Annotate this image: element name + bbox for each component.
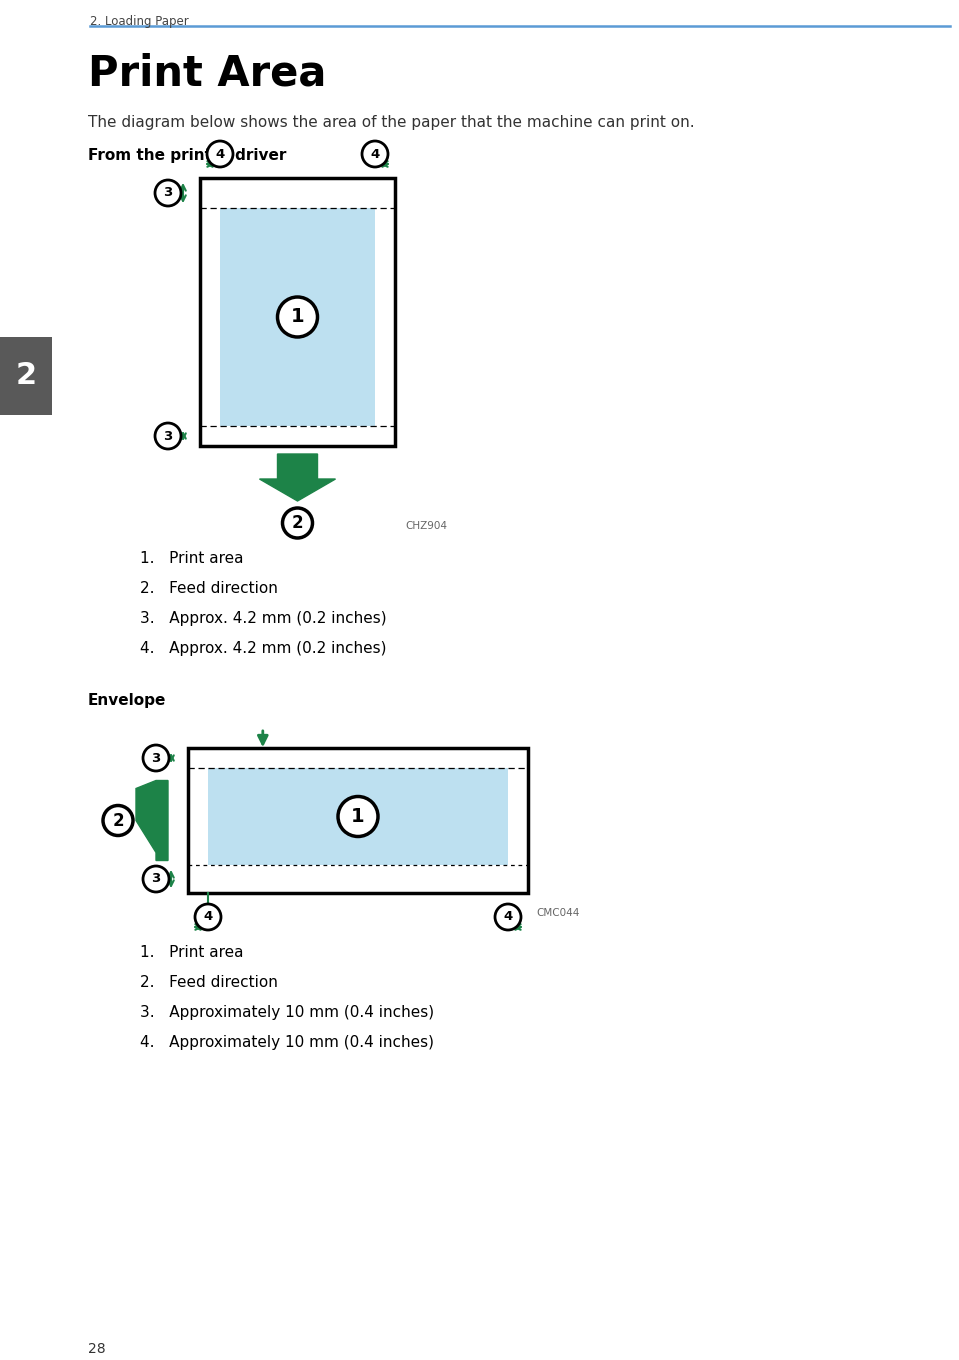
Bar (188, 748, 528, 894)
Circle shape (338, 797, 378, 836)
Text: 2: 2 (15, 362, 36, 390)
Text: 4.   Approximately 10 mm (0.4 inches): 4. Approximately 10 mm (0.4 inches) (140, 1035, 434, 1050)
Text: 3: 3 (163, 430, 173, 442)
Bar (208, 768, 508, 865)
Circle shape (495, 904, 521, 930)
Circle shape (143, 866, 169, 892)
Bar (0, 337, 52, 415)
Circle shape (207, 141, 233, 167)
Text: 1: 1 (351, 806, 364, 826)
Text: 4: 4 (370, 147, 380, 160)
Text: 1: 1 (291, 307, 304, 326)
Text: 3.   Approx. 4.2 mm (0.2 inches): 3. Approx. 4.2 mm (0.2 inches) (140, 611, 386, 626)
Circle shape (277, 296, 317, 337)
Text: 2: 2 (112, 812, 124, 830)
Text: 3: 3 (152, 873, 160, 885)
Text: 3: 3 (163, 186, 173, 200)
Text: Envelope: Envelope (88, 694, 166, 709)
Text: From the printer driver: From the printer driver (88, 148, 287, 163)
Text: 2.   Feed direction: 2. Feed direction (140, 975, 278, 990)
Polygon shape (136, 781, 168, 861)
Circle shape (155, 180, 181, 205)
Text: The diagram below shows the area of the paper that the machine can print on.: The diagram below shows the area of the … (88, 116, 694, 131)
Text: 3.   Approximately 10 mm (0.4 inches): 3. Approximately 10 mm (0.4 inches) (140, 1005, 434, 1020)
Bar (200, 178, 395, 446)
Text: 3: 3 (152, 752, 160, 764)
Text: 2.   Feed direction: 2. Feed direction (140, 581, 278, 596)
Bar (220, 208, 375, 426)
Text: 2. Loading Paper: 2. Loading Paper (90, 15, 189, 29)
Text: 1.   Print area: 1. Print area (140, 551, 244, 566)
Circle shape (195, 904, 221, 930)
Text: 4.   Approx. 4.2 mm (0.2 inches): 4. Approx. 4.2 mm (0.2 inches) (140, 641, 386, 656)
Text: 4: 4 (203, 910, 213, 923)
Polygon shape (260, 454, 336, 500)
Text: 2: 2 (292, 514, 303, 532)
Text: CHZ904: CHZ904 (405, 521, 447, 530)
Text: Print Area: Print Area (88, 52, 326, 94)
Text: 4: 4 (503, 910, 513, 923)
Text: 28: 28 (88, 1342, 105, 1356)
Text: 4: 4 (216, 147, 224, 160)
Text: CMC044: CMC044 (536, 908, 579, 918)
Circle shape (283, 509, 313, 539)
Circle shape (362, 141, 388, 167)
Text: 1.   Print area: 1. Print area (140, 945, 244, 960)
Circle shape (155, 423, 181, 449)
Circle shape (143, 745, 169, 771)
Circle shape (103, 805, 133, 835)
